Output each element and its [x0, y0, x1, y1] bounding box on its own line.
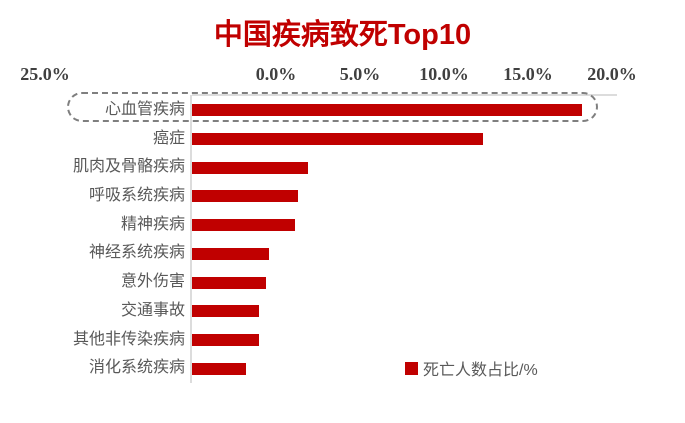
category-label: 交通事故	[120, 301, 185, 319]
bar-row: 肌肉及骨骼疾病	[0, 153, 685, 182]
bar	[192, 219, 295, 232]
bar	[192, 276, 266, 289]
category-label: 呼吸系统疾病	[88, 187, 185, 205]
bar-row: 精神疾病	[0, 211, 685, 240]
category-axis-line	[190, 95, 192, 383]
category-label: 肌肉及骨骼疾病	[72, 158, 185, 176]
legend-marker-icon	[405, 361, 418, 375]
legend-label: 死亡人数占比/%	[423, 362, 538, 379]
category-label: 意外伤害	[120, 273, 185, 291]
legend: 死亡人数占比/%	[405, 356, 538, 380]
bar-row: 神经系统疾病	[0, 239, 685, 268]
highlight-dashed-box	[67, 92, 598, 122]
category-label: 消化系统疾病	[88, 359, 185, 377]
x-axis-tick-label: 25.0%	[20, 64, 70, 84]
bar	[192, 190, 298, 203]
bar	[192, 104, 583, 117]
bar-row: 消化系统疾病	[0, 354, 685, 383]
x-axis-tick-label: 5.0%	[339, 64, 381, 84]
bar-row: 交通事故	[0, 297, 685, 326]
x-axis-tick-label: 15.0%	[503, 64, 553, 84]
category-label: 癌症	[152, 129, 185, 147]
bar-row: 其他非传染疾病	[0, 326, 685, 355]
x-axis-tick-label: 20.0%	[587, 64, 637, 84]
bar-row: 呼吸系统疾病	[0, 182, 685, 211]
bar	[192, 133, 483, 146]
category-label: 精神疾病	[120, 215, 185, 233]
bar	[192, 247, 270, 260]
bar	[192, 333, 260, 346]
category-label: 神经系统疾病	[88, 244, 185, 262]
bar	[192, 161, 309, 174]
x-axis-tick-label: 10.0%	[419, 64, 469, 84]
bar-row: 心血管疾病	[0, 96, 685, 125]
value-axis-line	[192, 94, 617, 96]
category-label: 心血管疾病	[104, 101, 185, 118]
bar-row: 意外伤害	[0, 268, 685, 297]
category-label: 其他非传染疾病	[72, 330, 185, 348]
chart-title: 中国疾病致死Top10	[213, 19, 472, 51]
bar	[192, 305, 260, 318]
x-axis-tick-label: 0.0%	[255, 64, 297, 84]
bar	[192, 362, 246, 375]
bar-row: 癌症	[0, 125, 685, 154]
plot-area: 心血管疾病 癌症 肌肉及骨骼疾病 呼吸系统疾病 精神疾病 神经系统疾病 意外伤害	[0, 96, 685, 383]
